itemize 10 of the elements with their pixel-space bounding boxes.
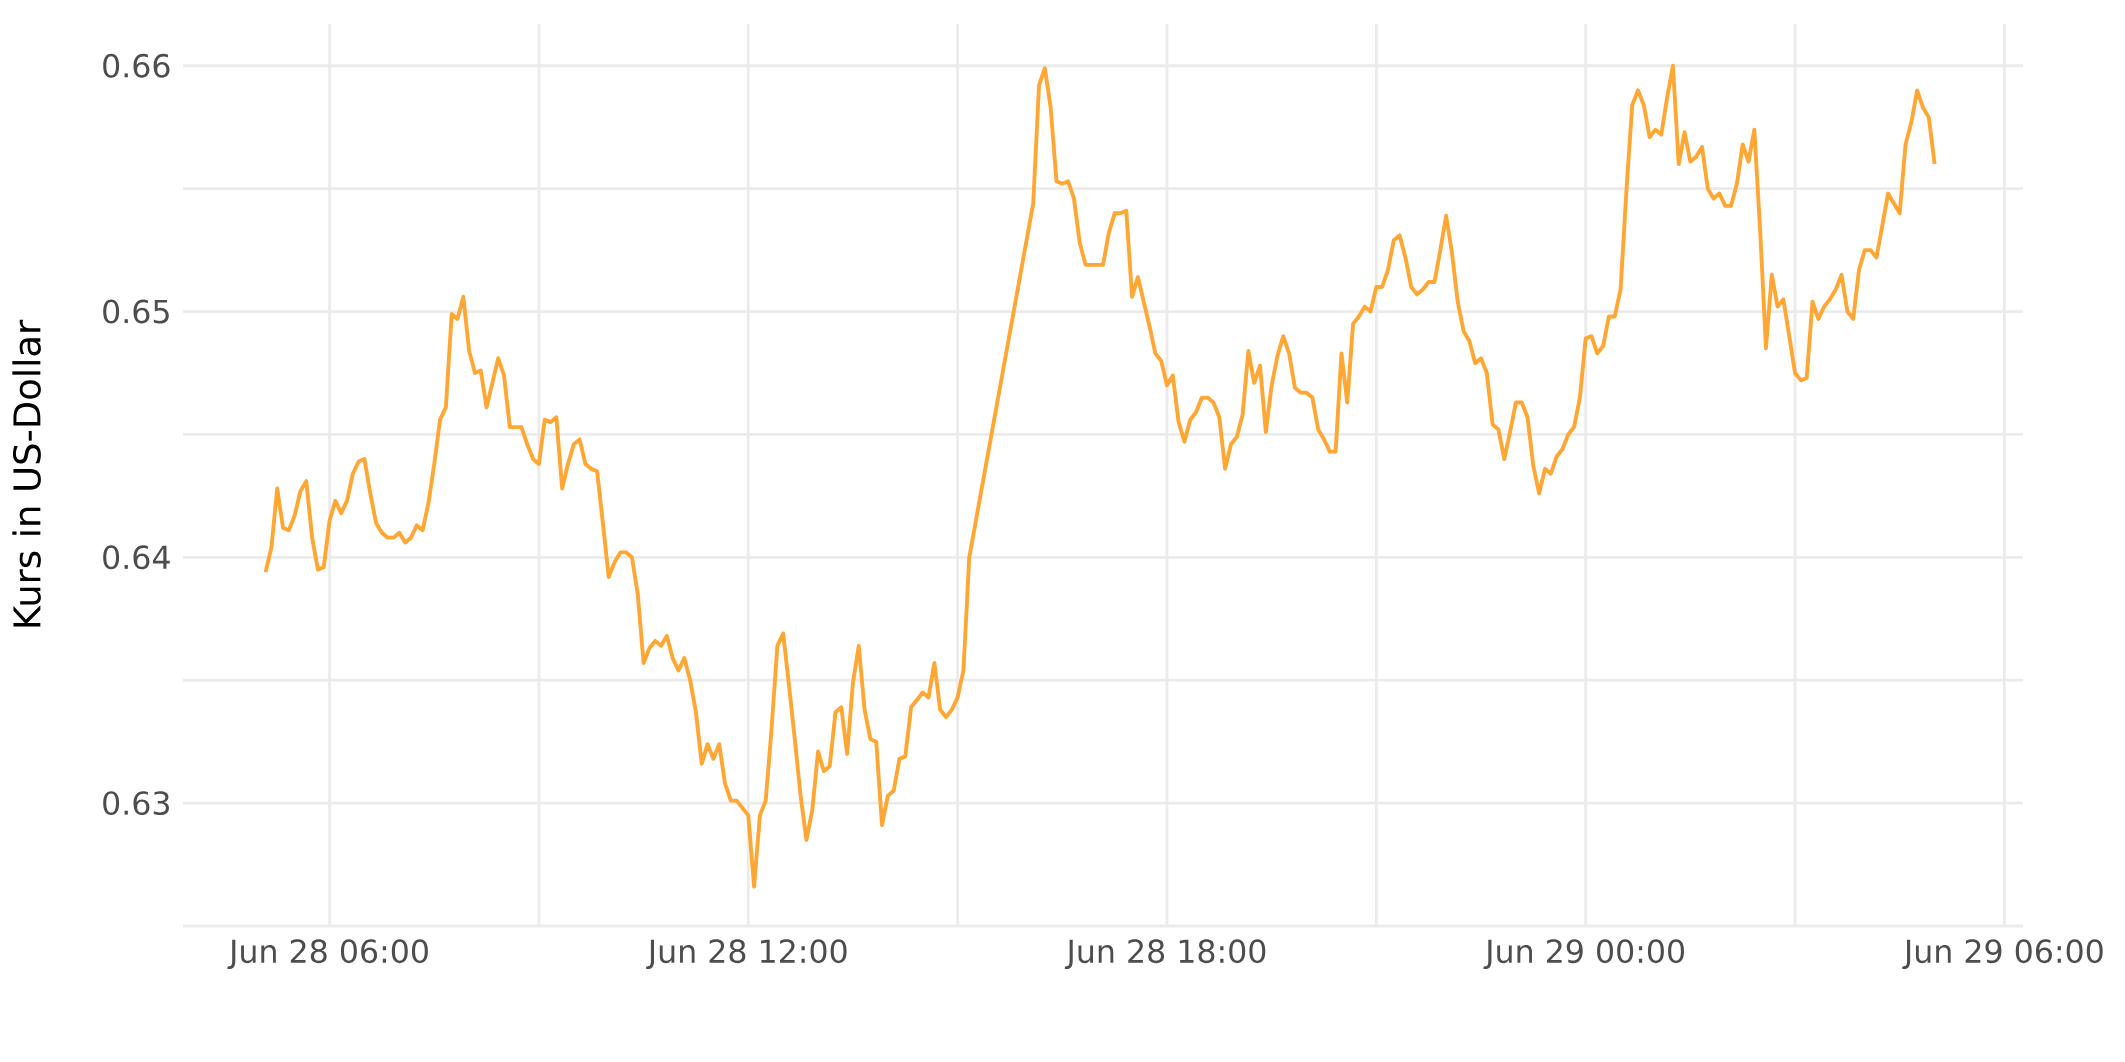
x-tick-label: Jun 29 06:00 [1902, 939, 2103, 970]
y-tick-label: 0.63 [103, 791, 169, 816]
y-tick-label: 0.64 [103, 545, 170, 570]
x-tick-label: Jun 28 06:00 [227, 939, 428, 970]
y-tick-label: 0.66 [103, 53, 170, 78]
x-tick-label: Jun 28 12:00 [646, 939, 847, 970]
y-axis-title: Kurs in US-Dollar [12, 319, 41, 627]
y-tick-label: 0.65 [103, 299, 169, 324]
x-tick-label: Jun 28 18:00 [1064, 939, 1266, 970]
x-tick-label: Jun 29 00:00 [1483, 939, 1685, 970]
